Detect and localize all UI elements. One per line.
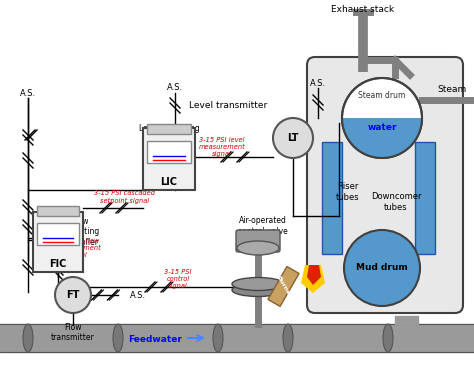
Bar	[37, 223, 79, 245]
Text: Mud drum: Mud drum	[356, 264, 408, 273]
Polygon shape	[301, 265, 325, 293]
Text: 3-15 PSI cascaded
setpoint signal: 3-15 PSI cascaded setpoint signal	[94, 190, 155, 204]
Bar	[33, 212, 83, 272]
Text: Feedwater: Feedwater	[128, 336, 182, 345]
Ellipse shape	[113, 324, 123, 352]
Circle shape	[55, 277, 91, 313]
Text: Flow
transmitter: Flow transmitter	[51, 323, 95, 342]
FancyBboxPatch shape	[236, 230, 280, 252]
Text: Level transmitter: Level transmitter	[189, 100, 267, 109]
Text: water: water	[367, 123, 397, 132]
Text: A.S.: A.S.	[20, 88, 36, 98]
Circle shape	[342, 78, 422, 158]
Text: 3-15 PSI level
measurement
signal: 3-15 PSI level measurement signal	[199, 137, 246, 157]
Text: Exhaust stack: Exhaust stack	[331, 5, 394, 14]
Bar	[322, 142, 342, 254]
Text: A.S.: A.S.	[130, 291, 146, 300]
Text: Steam: Steam	[438, 86, 466, 94]
Ellipse shape	[213, 324, 223, 352]
Ellipse shape	[232, 278, 284, 291]
Text: Air-operated
control valve: Air-operated control valve	[238, 216, 288, 236]
Text: A.S.: A.S.	[310, 78, 326, 87]
Text: Level Indicating
Controller: Level Indicating Controller	[138, 124, 200, 143]
Text: Downcomer
tubes: Downcomer tubes	[371, 192, 421, 212]
Bar	[147, 124, 191, 134]
Text: FIC: FIC	[49, 259, 67, 269]
Ellipse shape	[232, 284, 284, 297]
Circle shape	[344, 230, 420, 306]
Text: LT: LT	[287, 133, 299, 143]
Ellipse shape	[237, 241, 279, 255]
Polygon shape	[268, 267, 299, 306]
Text: Riser
tubes: Riser tubes	[336, 182, 360, 202]
Text: 3-15 PSI
control
signal: 3-15 PSI control signal	[164, 269, 192, 289]
Text: FT: FT	[66, 290, 80, 300]
Text: Steam drum: Steam drum	[358, 92, 406, 100]
Text: Burner: Burner	[275, 274, 292, 298]
Text: 3-15 PSI flow
measurement
signal: 3-15 PSI flow measurement signal	[55, 238, 101, 258]
Text: A.S.: A.S.	[167, 84, 183, 93]
Text: Flow
Indicating
Controller: Flow Indicating Controller	[61, 217, 99, 247]
Polygon shape	[307, 265, 321, 285]
Bar	[415, 142, 435, 254]
Bar	[37, 206, 79, 216]
Circle shape	[273, 118, 313, 158]
Bar	[143, 128, 195, 190]
FancyBboxPatch shape	[307, 57, 463, 313]
Wedge shape	[342, 118, 422, 158]
Ellipse shape	[383, 324, 393, 352]
Bar	[147, 141, 191, 163]
Text: LIC: LIC	[161, 177, 177, 187]
Ellipse shape	[283, 324, 293, 352]
Ellipse shape	[23, 324, 33, 352]
